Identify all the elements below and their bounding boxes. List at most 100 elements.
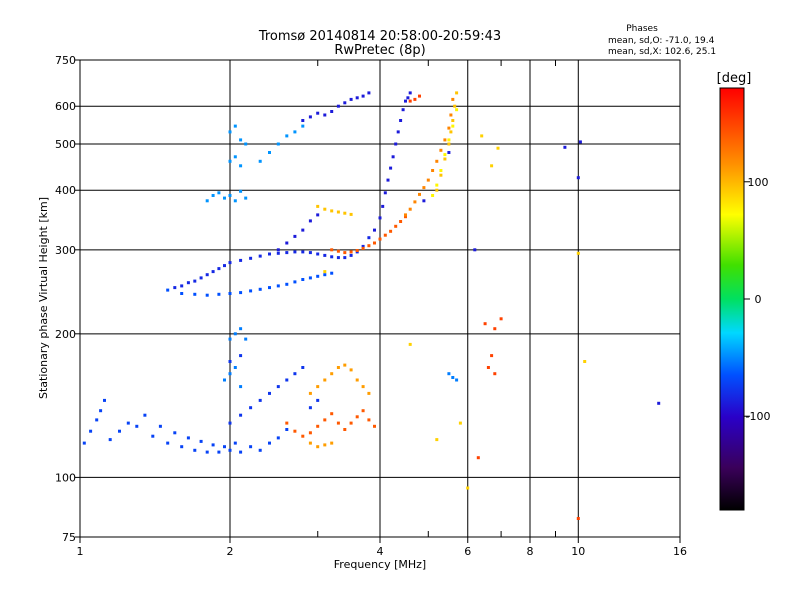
data-point bbox=[439, 169, 443, 172]
colorbar bbox=[719, 87, 745, 511]
data-point bbox=[143, 413, 147, 417]
data-point bbox=[316, 385, 320, 389]
data-point bbox=[383, 191, 387, 195]
data-point bbox=[394, 142, 398, 146]
data-point bbox=[249, 445, 253, 449]
data-point bbox=[447, 126, 451, 130]
data-point bbox=[244, 142, 248, 146]
data-point bbox=[447, 142, 451, 146]
data-point bbox=[349, 253, 353, 257]
data-point bbox=[431, 194, 435, 197]
data-point bbox=[418, 94, 421, 98]
x-tick-label: 4 bbox=[377, 545, 384, 558]
data-point bbox=[135, 424, 139, 428]
data-point bbox=[308, 441, 312, 445]
stats-heading: Phases bbox=[626, 24, 658, 34]
data-point bbox=[447, 138, 451, 142]
chart-title: Tromsø 20140814 20:58:00-20:59:43 bbox=[258, 29, 501, 44]
data-point bbox=[383, 233, 387, 237]
data-point bbox=[293, 429, 297, 433]
data-point bbox=[418, 192, 421, 196]
data-point bbox=[330, 110, 334, 113]
data-point bbox=[455, 91, 459, 95]
data-point bbox=[166, 441, 170, 445]
chart-subtitle: RwPretec (8p) bbox=[334, 43, 425, 58]
data-point bbox=[336, 421, 340, 425]
x-tick-label: 8 bbox=[527, 545, 534, 558]
data-point bbox=[330, 372, 334, 376]
y-tick-label: 400 bbox=[55, 184, 76, 197]
x-tick-label: 2 bbox=[227, 545, 234, 558]
data-point bbox=[276, 436, 280, 440]
data-point bbox=[276, 385, 280, 389]
data-point bbox=[108, 438, 112, 442]
data-point bbox=[451, 124, 455, 128]
data-point bbox=[233, 441, 237, 445]
x-tick-label: 1 bbox=[77, 545, 84, 558]
data-point bbox=[389, 229, 393, 233]
data-point bbox=[258, 287, 262, 291]
data-point bbox=[323, 253, 327, 257]
colorbar-label: [deg] bbox=[717, 71, 752, 86]
data-point bbox=[336, 249, 340, 253]
data-point bbox=[228, 261, 232, 265]
x-tick-label: 6 bbox=[464, 545, 471, 558]
data-point bbox=[361, 246, 365, 250]
data-point bbox=[496, 146, 500, 150]
data-point bbox=[435, 183, 439, 187]
data-point bbox=[490, 354, 494, 358]
y-tick-label: 75 bbox=[62, 531, 76, 544]
data-point bbox=[367, 391, 371, 395]
data-point bbox=[258, 159, 262, 163]
data-point bbox=[293, 280, 297, 284]
data-point bbox=[323, 443, 327, 447]
y-tick-label: 500 bbox=[55, 138, 76, 151]
data-point bbox=[293, 250, 297, 254]
data-point bbox=[228, 421, 232, 425]
data-point bbox=[258, 448, 262, 452]
data-point bbox=[330, 248, 334, 252]
data-point bbox=[239, 164, 243, 168]
data-point bbox=[276, 142, 280, 146]
data-point bbox=[343, 363, 347, 367]
data-point bbox=[443, 157, 447, 161]
stats-o-line: mean, sd,O: -71.0, 19.4 bbox=[608, 36, 715, 46]
data-point bbox=[330, 209, 334, 213]
data-point bbox=[408, 91, 412, 95]
data-point bbox=[408, 207, 412, 211]
data-point bbox=[228, 372, 232, 376]
data-point bbox=[217, 450, 221, 454]
data-point bbox=[401, 108, 405, 112]
data-point bbox=[301, 228, 305, 232]
colorbar-ticks: 100 0 -100 bbox=[744, 176, 770, 423]
colorbar-tick-label: 0 bbox=[755, 293, 762, 306]
data-point bbox=[386, 178, 390, 182]
data-point bbox=[404, 213, 407, 217]
x-tick-label: 16 bbox=[673, 545, 687, 558]
data-point bbox=[316, 398, 320, 402]
data-point bbox=[173, 431, 177, 435]
data-point bbox=[323, 418, 327, 422]
data-point bbox=[413, 200, 417, 204]
data-point bbox=[217, 191, 221, 195]
data-point bbox=[239, 291, 243, 295]
data-point bbox=[435, 159, 439, 163]
data-point bbox=[293, 130, 297, 134]
data-point bbox=[249, 289, 253, 293]
data-point bbox=[443, 153, 447, 157]
data-point bbox=[239, 354, 243, 358]
data-point bbox=[406, 96, 410, 100]
data-point bbox=[301, 278, 305, 281]
data-point bbox=[268, 151, 271, 154]
data-point bbox=[233, 199, 237, 203]
data-point bbox=[404, 215, 407, 219]
x-axis-ticks: 1 2 4 6 8 10 16 bbox=[77, 60, 687, 558]
data-point bbox=[399, 119, 403, 122]
data-point bbox=[193, 448, 197, 452]
data-point bbox=[316, 111, 320, 115]
data-point bbox=[301, 250, 305, 254]
data-point bbox=[180, 292, 184, 295]
y-tick-label: 100 bbox=[55, 471, 76, 484]
data-point bbox=[343, 256, 347, 260]
y-tick-label: 300 bbox=[55, 244, 76, 257]
